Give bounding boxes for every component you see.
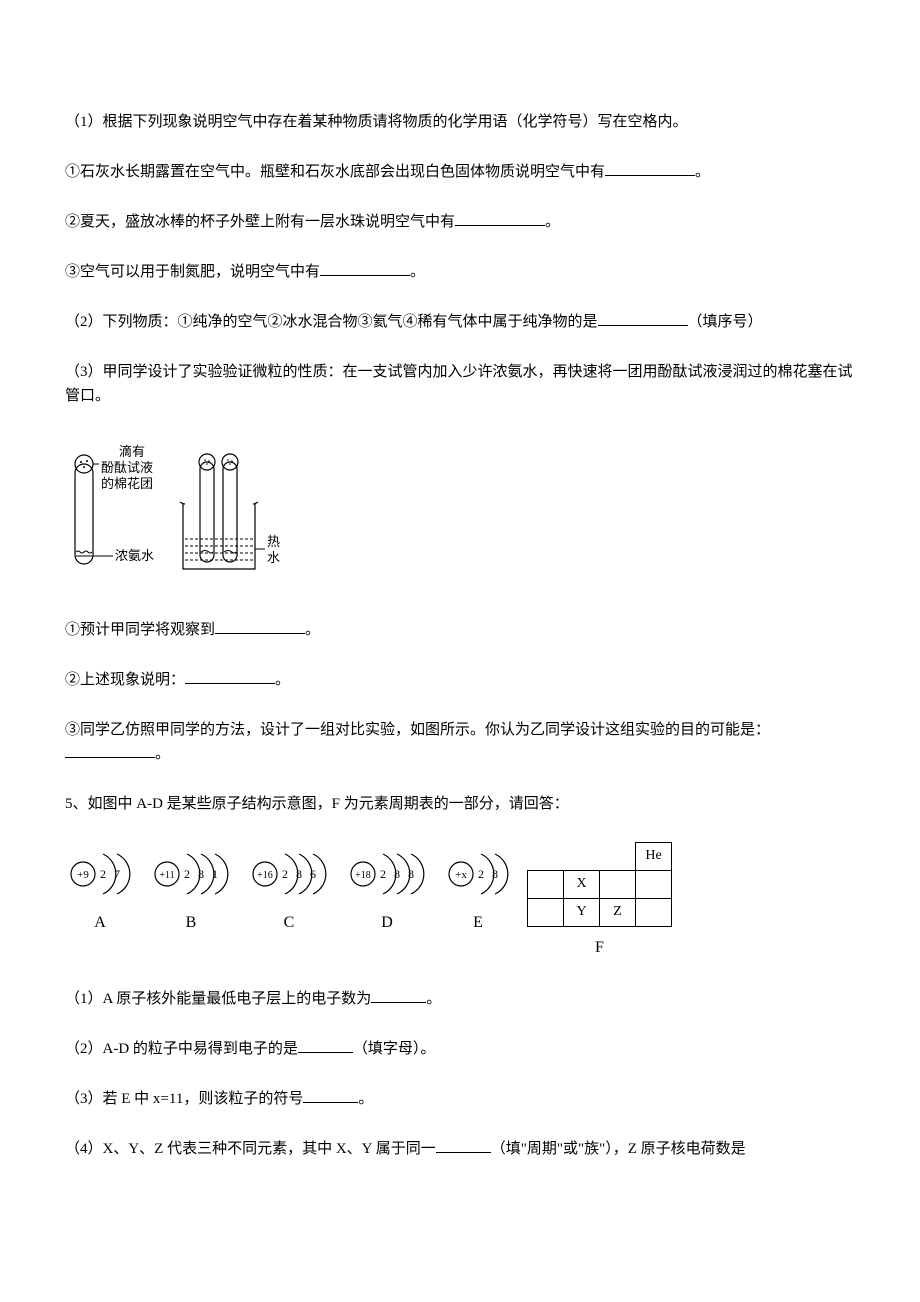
blank-field[interactable] xyxy=(455,210,545,226)
q5-item3: （3）若 E 中 x=11，则该粒子的符号 。 xyxy=(65,1087,855,1111)
label-cotton-l3: 的棉花团 xyxy=(101,476,153,491)
svg-text:2: 2 xyxy=(380,867,386,881)
q2-pre: （2）下列物质：①纯净的空气②冰水混合物③氦气④稀有气体中属于纯净物的是 xyxy=(65,314,598,330)
q2-post: （填序号） xyxy=(688,314,763,330)
svg-text:2: 2 xyxy=(282,867,288,881)
q5-intro: 5、如图中 A-D 是某些原子结构示意图，F 为元素周期表的一部分，请回答： xyxy=(65,792,855,816)
atom-B: +11 2 8 1 B xyxy=(149,842,233,936)
svg-text:8: 8 xyxy=(408,867,414,881)
atom-C: +16 2 8 6 C xyxy=(247,842,331,936)
q5-item3-pre: （3）若 E 中 x=11，则该粒子的符号 xyxy=(65,1091,303,1107)
q5-item2-pre: （2）A-D 的粒子中易得到电子的是 xyxy=(65,1041,298,1057)
svg-text:+x: +x xyxy=(455,869,467,881)
atoms-diagram: +9 2 7 A +11 2 8 1 B +16 2 8 xyxy=(65,842,855,961)
svg-text:8: 8 xyxy=(296,867,302,881)
q3-intro: （3）甲同学设计了实验验证微粒的性质：在一支试管内加入少许浓氨水，再快速将一团用… xyxy=(65,360,855,408)
atom-D-label: D xyxy=(381,910,393,936)
q1-item3: ③空气可以用于制氮肥，说明空气中有 。 xyxy=(65,260,855,284)
ammonia-diagram: 浓氨水 滴有 酚酞试液 的棉花团 xyxy=(65,434,855,592)
atom-A-label: A xyxy=(94,910,106,936)
blank-field[interactable] xyxy=(298,1037,353,1053)
q2: （2）下列物质：①纯净的空气②冰水混合物③氦气④稀有气体中属于纯净物的是 （填序号… xyxy=(65,310,855,334)
blank-field[interactable] xyxy=(303,1087,358,1103)
atom-E-label: E xyxy=(473,910,483,936)
label-cotton-l1: 滴有 xyxy=(119,444,145,459)
svg-text:+18: +18 xyxy=(355,870,371,881)
ptable-x: X xyxy=(564,871,600,899)
ptable-z: Z xyxy=(600,899,636,927)
svg-text:1: 1 xyxy=(212,867,218,881)
atom-C-label: C xyxy=(284,910,295,936)
svg-text:8: 8 xyxy=(394,867,400,881)
blank-field[interactable] xyxy=(436,1137,491,1153)
q5-item1-pre: （1）A 原子核外能量最低电子层上的电子数为 xyxy=(65,991,371,1007)
svg-text:2: 2 xyxy=(100,867,106,881)
svg-text:7: 7 xyxy=(114,867,120,881)
q5-item4-pre: （4）X、Y、Z 代表三种不同元素，其中 X、Y 属于同一 xyxy=(65,1141,436,1157)
atom-B-label: B xyxy=(186,910,197,936)
svg-text:+11: +11 xyxy=(159,870,174,881)
blank-field[interactable] xyxy=(371,987,426,1003)
q3-item1-post: 。 xyxy=(305,622,320,638)
q1-item1: ①石灰水长期露置在空气中。瓶壁和石灰水底部会出现白色固体物质说明空气中有 。 xyxy=(65,160,855,184)
q3-item2: ②上述现象说明： 。 xyxy=(65,668,855,692)
q5-item4-post: （填"周期"或"族"），Z 原子核电荷数是 xyxy=(491,1141,746,1157)
q5-item2: （2）A-D 的粒子中易得到电子的是 （填字母）。 xyxy=(65,1037,855,1061)
blank-field[interactable] xyxy=(215,618,305,634)
q1-item2: ②夏天，盛放冰棒的杯子外壁上附有一层水珠说明空气中有 。 xyxy=(65,210,855,234)
q1-item1-pre: ①石灰水长期露置在空气中。瓶壁和石灰水底部会出现白色固体物质说明空气中有 xyxy=(65,164,605,180)
q1-item3-post: 。 xyxy=(410,264,425,280)
q3-item1-pre: ①预计甲同学将观察到 xyxy=(65,622,215,638)
atom-D: +18 2 8 8 D xyxy=(345,842,429,936)
q5-item3-post: 。 xyxy=(358,1091,373,1107)
svg-text:+9: +9 xyxy=(77,869,89,881)
atom-E: +x 2 8 E xyxy=(443,842,513,936)
svg-text:8: 8 xyxy=(198,867,204,881)
q3-item3-pre: ③同学乙仿照甲同学的方法，设计了一组对比实验，如图所示。你认为乙同学设计这组实验… xyxy=(65,722,770,738)
svg-text:6: 6 xyxy=(310,867,316,881)
q5-item1: （1）A 原子核外能量最低电子层上的电子数为 。 xyxy=(65,987,855,1011)
svg-text:2: 2 xyxy=(478,867,484,881)
q1-item1-post: 。 xyxy=(695,164,710,180)
ptable-label: F xyxy=(595,935,604,961)
q3-item2-pre: ②上述现象说明： xyxy=(65,672,185,688)
q5-item2-post: （填字母）。 xyxy=(353,1041,436,1057)
blank-field[interactable] xyxy=(320,260,410,276)
q1-item3-pre: ③空气可以用于制氮肥，说明空气中有 xyxy=(65,264,320,280)
svg-text:2: 2 xyxy=(184,867,190,881)
label-hot-l1: 热 xyxy=(267,534,280,549)
ptable-he: He xyxy=(636,843,672,871)
blank-field[interactable] xyxy=(605,160,695,176)
svg-text:+16: +16 xyxy=(257,870,273,881)
label-ammonia: 浓氨水 xyxy=(115,548,154,563)
q1-item2-post: 。 xyxy=(545,214,560,230)
q3-item3: ③同学乙仿照甲同学的方法，设计了一组对比实验，如图所示。你认为乙同学设计这组实验… xyxy=(65,718,855,766)
q1-intro: （1）根据下列现象说明空气中存在着某种物质请将物质的化学用语（化学符号）写在空格… xyxy=(65,110,855,134)
blank-field[interactable] xyxy=(65,742,155,758)
q5-item4: （4）X、Y、Z 代表三种不同元素，其中 X、Y 属于同一 （填"周期"或"族"）… xyxy=(65,1137,855,1161)
periodic-table-F: He X Y Z F xyxy=(527,842,672,961)
q5-item1-post: 。 xyxy=(426,991,441,1007)
svg-text:8: 8 xyxy=(492,867,498,881)
q3-item3-post: 。 xyxy=(155,746,170,762)
q3-item2-post: 。 xyxy=(275,672,290,688)
blank-field[interactable] xyxy=(185,668,275,684)
q1-item2-pre: ②夏天，盛放冰棒的杯子外壁上附有一层水珠说明空气中有 xyxy=(65,214,455,230)
q3-item1: ①预计甲同学将观察到 。 xyxy=(65,618,855,642)
ptable-y: Y xyxy=(564,899,600,927)
blank-field[interactable] xyxy=(598,310,688,326)
label-hot-l2: 水 xyxy=(267,550,280,565)
label-cotton-l2: 酚酞试液 xyxy=(101,460,153,475)
atom-A: +9 2 7 A xyxy=(65,842,135,936)
